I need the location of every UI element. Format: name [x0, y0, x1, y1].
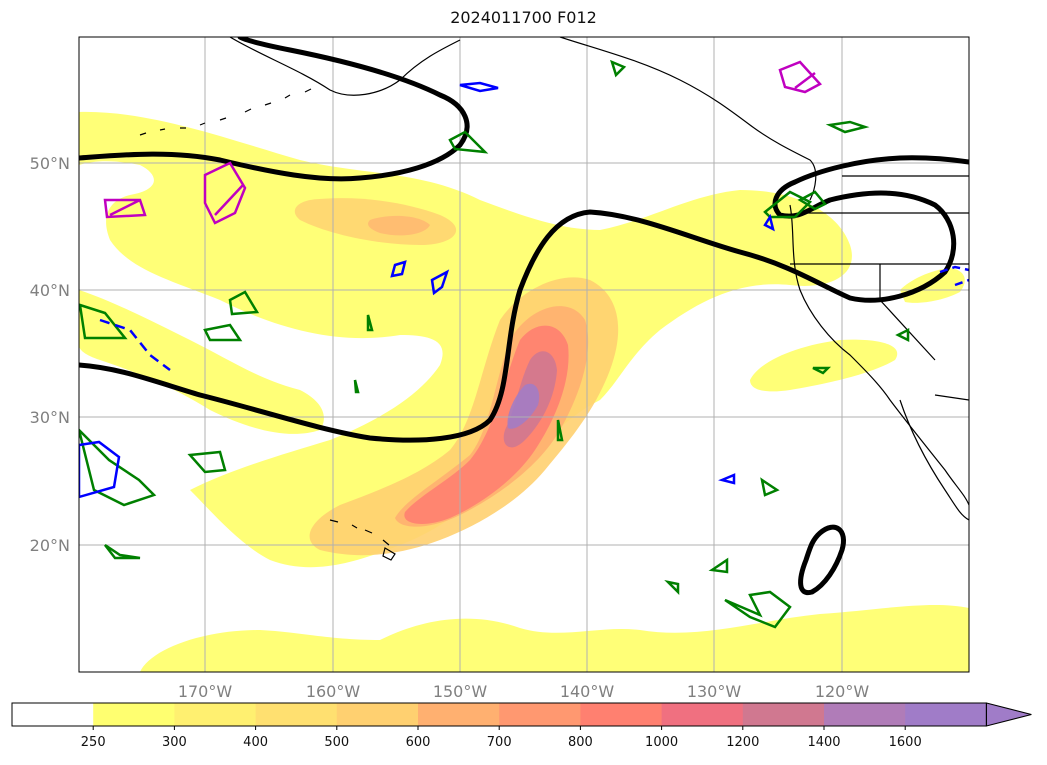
green-contour [556, 419, 564, 442]
green-contour [812, 366, 832, 375]
green-contour [187, 450, 227, 474]
blue-contour [763, 213, 775, 232]
green-contour [760, 477, 780, 497]
contour-north [79, 37, 470, 182]
lon-label: 160°W [306, 682, 361, 701]
magenta-contours [103, 60, 823, 225]
plot-frame [78, 36, 970, 673]
colorbar-label: 800 [568, 735, 593, 750]
green-contour [203, 323, 243, 342]
graticule [79, 37, 969, 672]
green-contour [610, 59, 627, 78]
colorbar-label: 1400 [807, 735, 840, 750]
blue-contour [79, 440, 121, 499]
colorbar-segment [93, 703, 175, 726]
colorbar-segment [499, 703, 581, 726]
alaska-coast [229, 37, 461, 96]
green-contours [79, 59, 910, 629]
green-contour [895, 327, 910, 343]
lat-label: 40°N [30, 281, 70, 300]
magenta-contour [203, 161, 247, 225]
lon-label: 170°W [178, 682, 233, 701]
gulf-of-alaska-coast [559, 37, 817, 201]
colorbar-label: 500 [324, 735, 349, 750]
green-contour [104, 543, 141, 560]
green-contour [79, 428, 157, 507]
green-contour [228, 290, 260, 316]
coastlines [139, 37, 969, 561]
colorbar-label: 700 [487, 735, 512, 750]
ivt-southern-band [140, 604, 969, 672]
green-contour [825, 120, 870, 134]
blue-contour-dashed [939, 265, 969, 287]
baja-california [899, 399, 969, 521]
lat-label: 50°N [30, 154, 70, 173]
colorbar-segment [905, 703, 987, 726]
colorbar-label: 400 [243, 735, 268, 750]
us-west-coast [789, 204, 969, 506]
us-mexico-border [934, 394, 969, 401]
green-contour [708, 557, 729, 574]
blue-contours [79, 81, 969, 499]
colorbar-label: 300 [162, 735, 187, 750]
colorbar-label: 1200 [726, 735, 759, 750]
latitude-labels: 50°N 40°N 30°N 20°N [30, 154, 70, 555]
lon-label: 130°W [687, 682, 742, 701]
ivt-nw-coast [900, 268, 965, 303]
green-contour [366, 314, 374, 332]
ivt-band-west [79, 290, 324, 434]
lon-label: 150°W [433, 682, 488, 701]
aleutian-islands [139, 88, 312, 136]
ivt-core-1600 [507, 383, 540, 429]
blue-contour [459, 81, 499, 93]
colorbar-segment [174, 703, 257, 726]
green-contour [664, 579, 680, 596]
colorbar-segment [12, 703, 94, 726]
colorbar: 250 300 400 500 600 700 800 1000 1200 1400 1600 [11, 702, 1032, 750]
colorbar-segment [336, 703, 419, 726]
map-title: 2024011700 F012 [450, 8, 597, 27]
colorbar-label: 250 [81, 735, 106, 750]
colorbar-extend-arrow [985, 702, 1032, 727]
colorbar-label: 600 [406, 735, 431, 750]
colorbar-segment [580, 703, 663, 726]
lat-label: 20°N [30, 536, 70, 555]
colorbar-segment [418, 703, 500, 726]
green-contour [797, 190, 827, 211]
lat-label: 30°N [30, 408, 70, 427]
green-contour [353, 379, 360, 394]
colorbar-label: 1600 [889, 735, 922, 750]
colorbar-segment [661, 703, 744, 726]
green-contour [724, 590, 792, 629]
colorbar-segment [824, 703, 906, 726]
green-contour [79, 303, 128, 340]
contour-closed-low [798, 524, 846, 596]
ivt-north-600 [368, 215, 430, 236]
blue-contour [430, 269, 450, 296]
lon-label: 140°W [560, 682, 615, 701]
magenta-contour [778, 60, 823, 94]
green-contour [448, 130, 489, 154]
ivt-california-blob [750, 339, 898, 392]
colorbar-label: 1000 [645, 735, 678, 750]
colorbar-segment [742, 703, 825, 726]
magenta-contour [103, 198, 147, 219]
hawaii-islands [329, 519, 396, 561]
longitude-labels: 170°W 160°W 150°W 140°W 130°W 120°W [178, 682, 870, 701]
blue-contour [718, 473, 736, 485]
colorbar-segment [255, 703, 338, 726]
blue-contour [390, 260, 407, 278]
lon-label: 120°W [815, 682, 870, 701]
